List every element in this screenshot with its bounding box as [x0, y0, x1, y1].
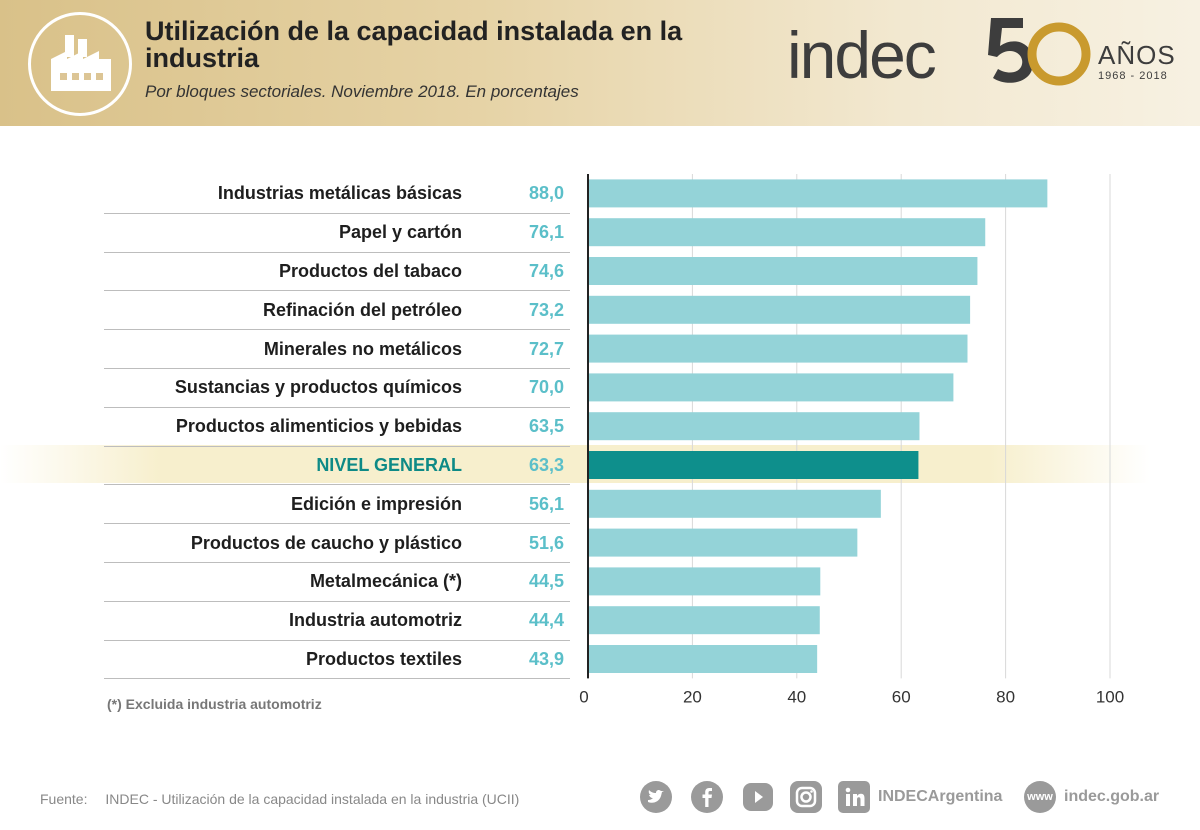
- value-label: 63,3: [528, 455, 564, 475]
- footnote: (*) Excluida industria automotriz: [107, 696, 322, 712]
- x-tick-label: 60: [892, 687, 911, 706]
- value-label: 73,2: [528, 299, 564, 320]
- row-separator: [104, 212, 570, 214]
- bar: [588, 567, 821, 596]
- x-tick-label: 100: [1096, 687, 1124, 706]
- value-label: 44,4: [528, 610, 564, 631]
- bar: [588, 373, 954, 402]
- globe-icon: www: [1024, 781, 1056, 813]
- anos-label: AÑOS: [1098, 40, 1176, 70]
- value-label: 51,6: [528, 532, 564, 553]
- x-tick-label: 20: [683, 687, 702, 706]
- category-label: Industria automotriz: [288, 610, 462, 631]
- row-separator: [104, 484, 570, 486]
- row-separator: [104, 290, 570, 292]
- header-band: Utilización de la capacidad instalada en…: [0, 0, 1200, 126]
- bar: [588, 334, 968, 363]
- value-label: 43,9: [528, 649, 564, 669]
- bar: [588, 257, 978, 285]
- category-label: Productos textiles: [305, 649, 462, 669]
- highlight-bar: [588, 451, 919, 479]
- bar: [588, 645, 818, 673]
- instagram-icon[interactable]: [790, 781, 822, 813]
- factory-icon: [28, 12, 132, 116]
- bar: [588, 295, 971, 324]
- fifty-years-logo: 50: [988, 18, 1091, 86]
- source-label: Fuente:: [40, 791, 88, 807]
- social-handle[interactable]: INDECArgentina: [878, 788, 1003, 805]
- page-subtitle: Por bloques sectoriales. Noviembre 2018.…: [145, 82, 579, 101]
- source-line: Fuente: INDEC - Utilización de la capaci…: [40, 791, 519, 807]
- category-label: Productos del tabaco: [278, 261, 462, 281]
- bar: [588, 412, 920, 441]
- x-tick-label: 80: [996, 687, 1015, 706]
- row-separator: [104, 368, 570, 369]
- category-label: Productos alimenticios y bebidas: [175, 416, 462, 437]
- page-title: Utilización de la capacidad instalada en…: [145, 16, 683, 73]
- youtube-icon[interactable]: [743, 783, 773, 811]
- indec-logo-text: indec: [787, 18, 937, 92]
- category-label: Productos de caucho y plástico: [190, 532, 462, 553]
- row-separator: [104, 523, 570, 525]
- row-separator: [104, 329, 570, 331]
- linkedin-icon[interactable]: [838, 781, 870, 813]
- twitter-icon[interactable]: [640, 781, 672, 813]
- value-label: 44,5: [528, 571, 564, 592]
- website-link[interactable]: indec.gob.ar: [1064, 788, 1160, 805]
- row-separator: [104, 251, 570, 253]
- value-label: 76,1: [528, 222, 564, 243]
- category-label: Edición e impresión: [290, 493, 462, 514]
- row-separator: [104, 562, 570, 563]
- row-separator: [104, 445, 570, 447]
- bar: [588, 528, 858, 557]
- row-separator: [104, 639, 570, 641]
- category-label: Sustancias y productos químicos: [174, 377, 462, 398]
- x-tick-label: 0: [579, 687, 588, 706]
- value-label: 88,0: [528, 183, 564, 204]
- bar: [588, 218, 986, 247]
- category-label: NIVEL GENERAL: [316, 455, 462, 475]
- facebook-icon[interactable]: [691, 781, 723, 813]
- value-label: 63,5: [528, 416, 564, 437]
- value-label: 56,1: [528, 493, 564, 514]
- value-label: 70,0: [528, 377, 564, 398]
- years-label: 1968 - 2018: [1098, 70, 1168, 82]
- category-label: Minerales no metálicos: [263, 338, 462, 359]
- bar: [588, 606, 820, 635]
- category-label: Industrias metálicas básicas: [217, 183, 462, 204]
- value-label: 74,6: [528, 261, 564, 281]
- row-separator: [104, 600, 570, 602]
- highlight-band: [0, 445, 1150, 483]
- value-label: 72,7: [528, 338, 564, 359]
- source-text: INDEC - Utilización de la capacidad inst…: [105, 791, 520, 807]
- bar: [588, 489, 881, 518]
- row-separator: [104, 678, 570, 680]
- row-separator: [104, 406, 570, 408]
- category-label: Metalmecánica (*): [309, 571, 462, 592]
- x-tick-label: 40: [787, 687, 806, 706]
- category-label: Refinación del petróleo: [262, 299, 462, 320]
- bar: [588, 179, 1048, 208]
- category-label: Papel y cartón: [338, 222, 462, 243]
